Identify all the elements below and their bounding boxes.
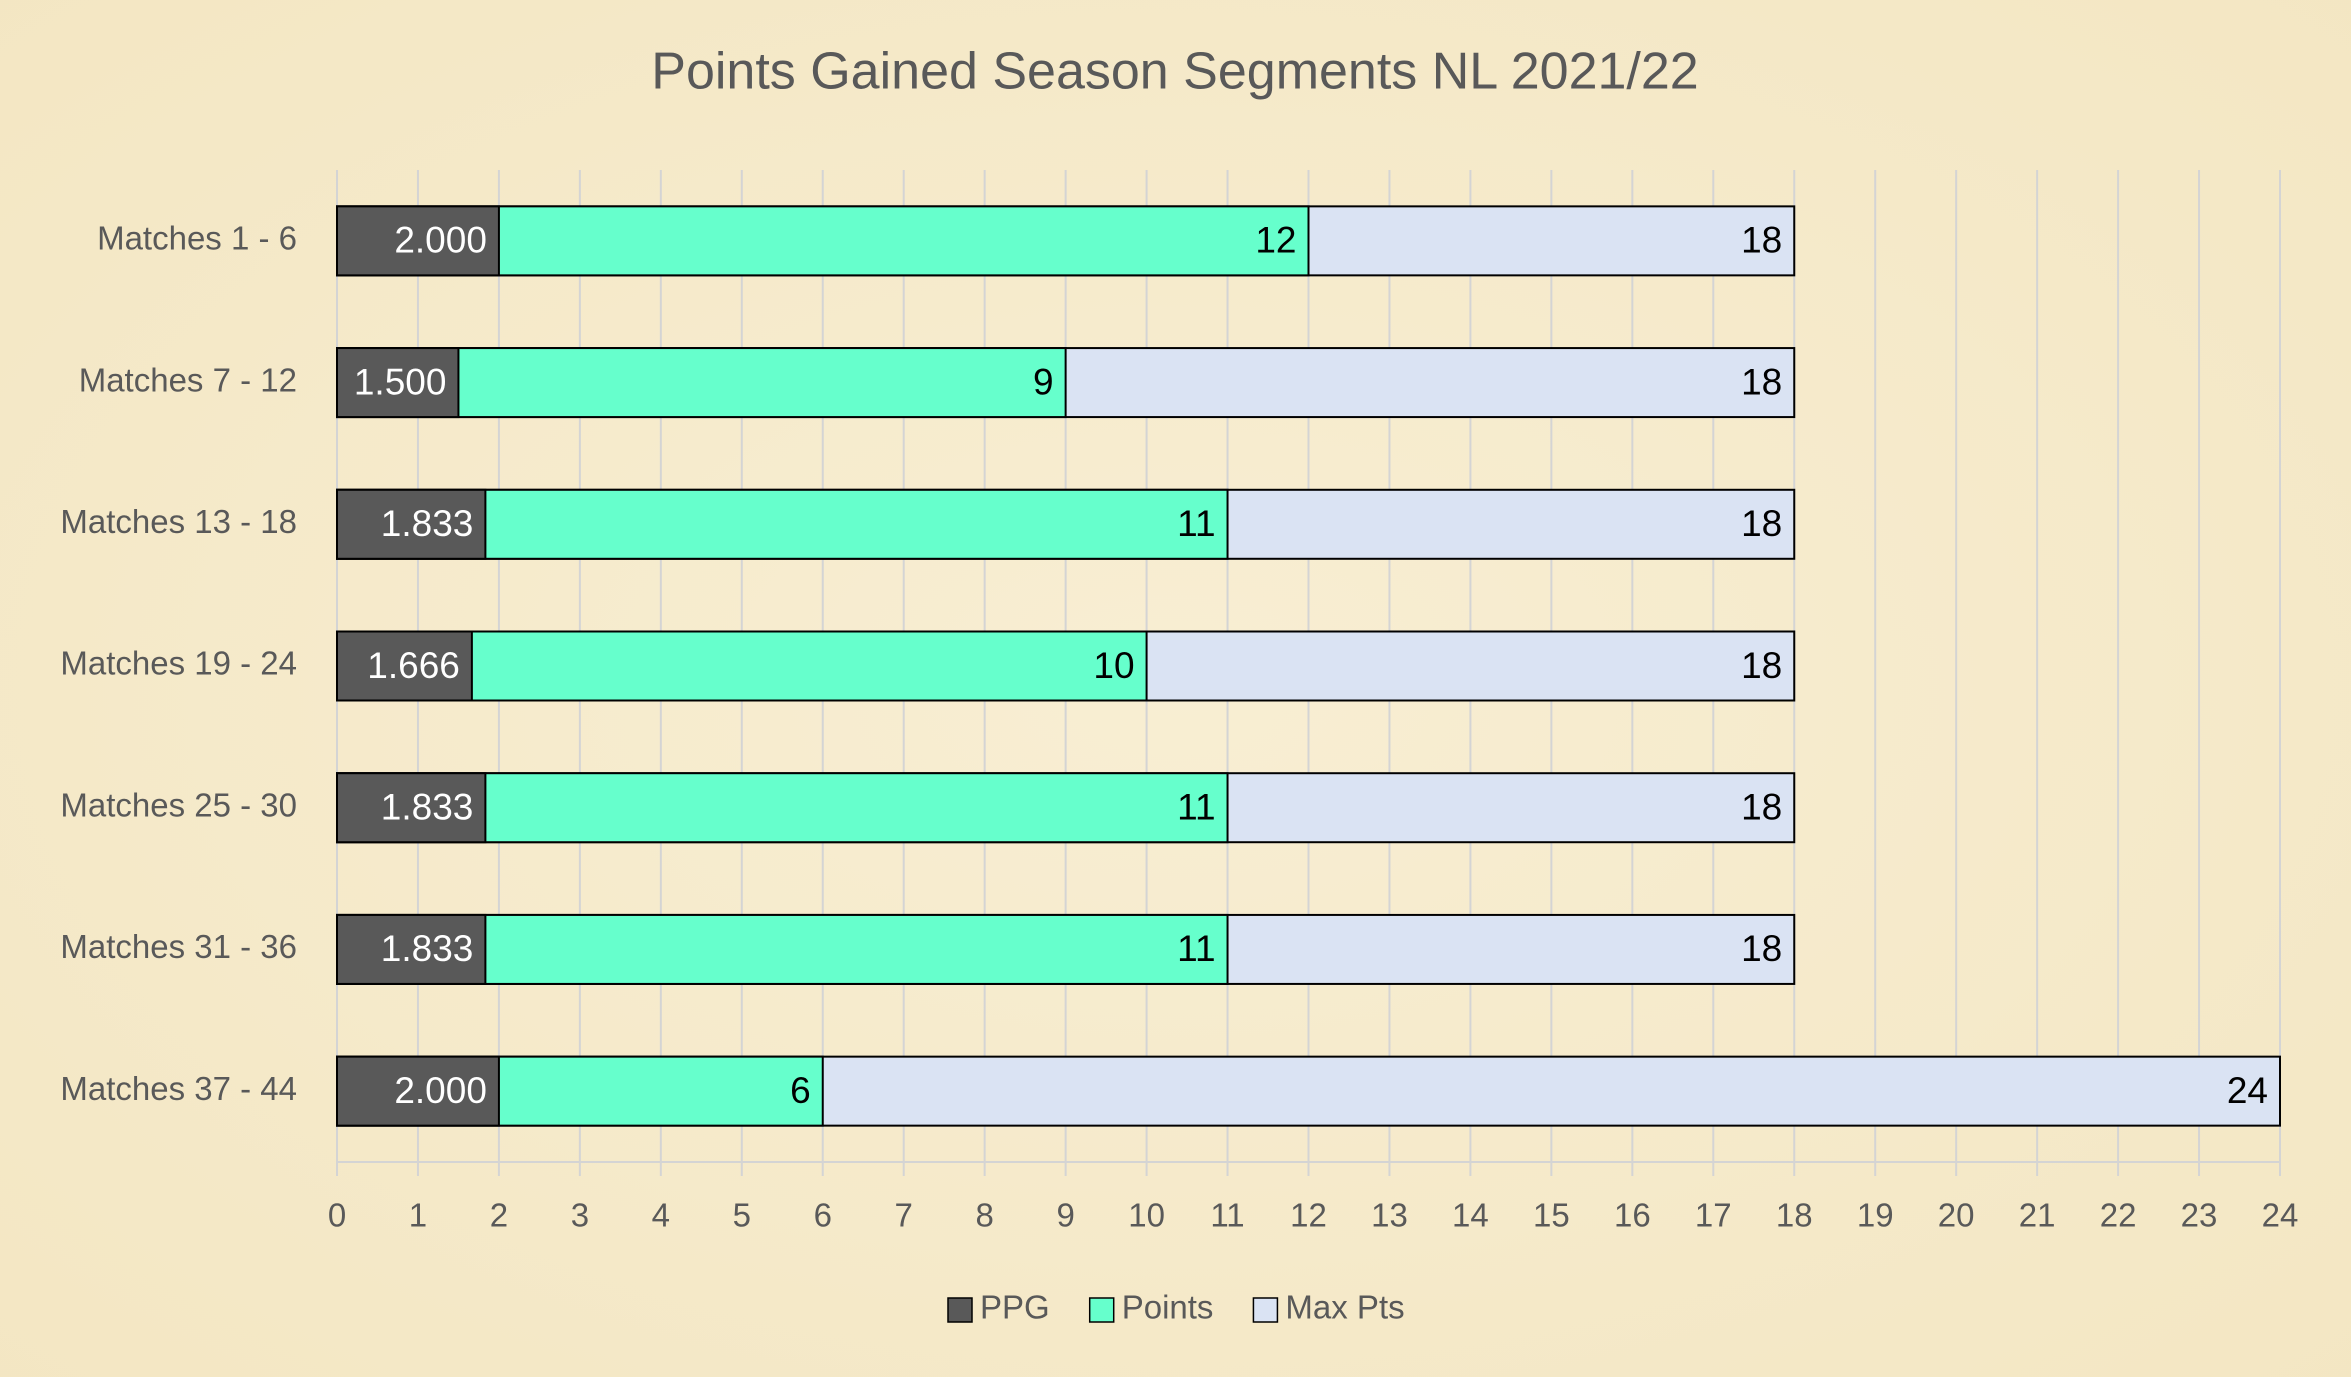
x-tick-label: 13 (1371, 1197, 1408, 1234)
y-tick-label: Matches 19 - 24 (60, 645, 297, 682)
x-tick-label: 4 (652, 1197, 670, 1234)
bar (336, 347, 460, 419)
y-tick-label: Matches 1 - 6 (97, 220, 297, 257)
data-label: 10 (1093, 645, 1134, 686)
x-tick-label: 5 (733, 1197, 751, 1234)
data-label: 18 (1741, 503, 1782, 544)
x-tick-label: 11 (1210, 1197, 1244, 1234)
data-label: 2.000 (394, 220, 487, 261)
legend-label: Max Pts (1285, 1289, 1404, 1326)
x-tick-label: 8 (975, 1197, 993, 1234)
data-label: 2.000 (394, 1070, 487, 1111)
x-tick-label: 18 (1776, 1197, 1813, 1234)
x-tick-label: 19 (1857, 1197, 1894, 1234)
y-tick-label: Matches 13 - 18 (60, 503, 297, 540)
x-tick-label: 20 (1938, 1197, 1975, 1234)
x-tick-label: 2 (490, 1197, 508, 1234)
y-tick-label: Matches 31 - 36 (60, 928, 297, 965)
x-tick-label: 21 (2019, 1197, 2056, 1234)
x-tick-label: 15 (1533, 1197, 1570, 1234)
data-label: 24 (2227, 1070, 2268, 1111)
x-tick-label: 10 (1128, 1197, 1165, 1234)
x-tick-label: 0 (328, 1197, 346, 1234)
y-tick-label: Matches 7 - 12 (79, 361, 297, 398)
bar (336, 772, 487, 844)
x-tick-label: 3 (571, 1197, 589, 1234)
data-label: 1.833 (381, 928, 474, 969)
x-tick-label: 17 (1695, 1197, 1732, 1234)
data-label: 1.833 (381, 786, 474, 827)
data-label: 11 (1177, 928, 1215, 969)
legend-swatch (1088, 1297, 1115, 1323)
data-label: 1.833 (381, 503, 474, 544)
x-tick-label: 24 (2262, 1197, 2299, 1234)
data-label: 18 (1741, 928, 1782, 969)
y-tick-label: Matches 25 - 30 (60, 786, 297, 823)
x-tick-label: 7 (895, 1197, 913, 1234)
bar (336, 913, 487, 985)
data-label: 11 (1177, 786, 1215, 827)
legend-swatch (947, 1297, 973, 1323)
bar (336, 488, 487, 560)
x-tick-label: 1 (409, 1197, 427, 1234)
x-tick-label: 14 (1452, 1197, 1489, 1234)
y-tick-label: Matches 37 - 44 (60, 1070, 297, 1107)
legend-label: Points (1122, 1289, 1214, 1326)
data-label: 18 (1741, 645, 1782, 686)
x-tick-label: 9 (1056, 1197, 1074, 1234)
x-tick-label: 23 (2181, 1197, 2218, 1234)
data-label: 18 (1741, 786, 1782, 827)
x-tick-label: 22 (2100, 1197, 2137, 1234)
legend-label: PPG (980, 1289, 1050, 1326)
data-label: 1.666 (367, 645, 460, 686)
data-label: 1.500 (354, 361, 447, 402)
data-label: 11 (1177, 503, 1215, 544)
legend-swatch (1252, 1297, 1279, 1323)
bar (336, 1055, 500, 1127)
x-tick-label: 6 (814, 1197, 832, 1234)
data-label: 18 (1741, 220, 1782, 261)
data-label: 9 (1033, 361, 1054, 402)
x-tick-label: 16 (1614, 1197, 1651, 1234)
data-label: 12 (1255, 220, 1296, 261)
bar (336, 205, 500, 277)
data-label: 18 (1741, 361, 1782, 402)
x-tick-label: 12 (1290, 1197, 1327, 1234)
data-label: 6 (790, 1070, 811, 1111)
bar (336, 630, 473, 702)
chart-title: Points Gained Season Segments NL 2021/22 (651, 43, 1698, 101)
